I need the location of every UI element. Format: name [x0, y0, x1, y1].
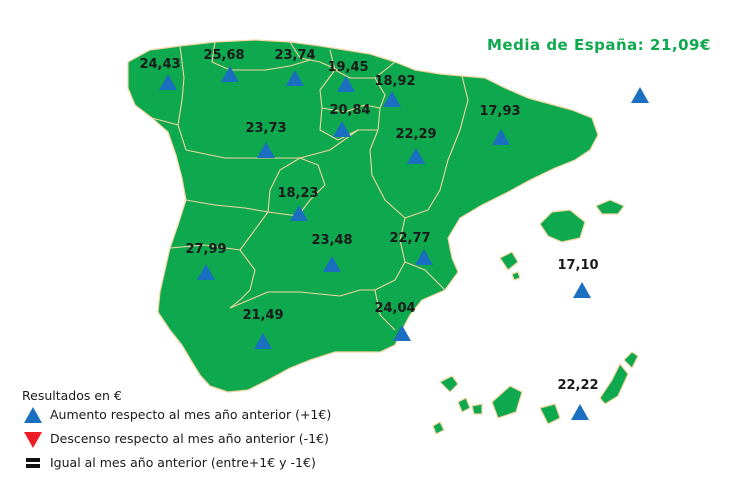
legend-label: Descenso respecto al mes año anterior (-… — [50, 431, 329, 446]
region-value: 22,29 — [395, 127, 437, 142]
triangle-up-icon — [333, 121, 351, 137]
triangle-up-icon — [383, 91, 401, 107]
region-value: 18,23 — [277, 186, 319, 201]
region-value: 20,84 — [329, 103, 371, 118]
triangle-up-icon — [337, 76, 355, 92]
triangle-up-icon — [571, 404, 589, 420]
triangle-up-icon — [257, 142, 275, 158]
canary-islands — [432, 351, 639, 435]
legend-item-decrease: Descenso respecto al mes año anterior (-… — [22, 429, 329, 453]
equal-icon — [26, 458, 40, 468]
legend-title: Resultados en € — [22, 388, 122, 403]
triangle-down-icon — [24, 432, 42, 448]
region-value: 17,10 — [557, 258, 599, 273]
region-value: 24,43 — [139, 57, 181, 72]
region-value: 27,99 — [185, 242, 227, 257]
triangle-up-icon — [24, 407, 42, 423]
triangle-up-icon — [197, 264, 215, 280]
legend-label: Igual al mes año anterior (entre+1€ y -1… — [50, 455, 316, 470]
legend-item-increase: Aumento respecto al mes año anterior (+1… — [22, 405, 331, 429]
legend-label: Aumento respecto al mes año anterior (+1… — [50, 407, 332, 422]
triangle-up-icon — [415, 249, 433, 265]
region-value: 18,92 — [374, 74, 416, 89]
legend: Resultados en € Aumento respecto al mes … — [22, 388, 331, 477]
triangle-up-icon — [393, 325, 411, 341]
triangle-up-icon — [221, 66, 239, 82]
triangle-up-icon — [323, 256, 341, 272]
triangle-up-icon — [286, 70, 304, 86]
region-value: 17,93 — [479, 104, 521, 119]
triangle-up-icon — [290, 205, 308, 221]
region-borders — [151, 41, 469, 331]
region-value: 23,48 — [311, 233, 353, 248]
triangle-up-icon — [492, 129, 510, 145]
region-value: 23,74 — [274, 48, 316, 63]
region-value: 22,22 — [557, 378, 599, 393]
balearic-islands — [499, 199, 625, 281]
legend-item-equal: Igual al mes año anterior (entre+1€ y -1… — [22, 453, 316, 477]
triangle-up-icon — [254, 333, 272, 349]
region-value: 19,45 — [327, 60, 369, 75]
triangle-up-icon — [159, 74, 177, 90]
triangle-up-icon — [631, 87, 649, 103]
region-value: 22,77 — [389, 231, 431, 246]
region-value: 24,04 — [374, 301, 416, 316]
region-value: 23,73 — [245, 121, 287, 136]
mainland-spain — [127, 39, 599, 393]
region-value: 25,68 — [203, 48, 245, 63]
region-value: 21,49 — [242, 308, 284, 323]
triangle-up-icon — [573, 282, 591, 298]
triangle-up-icon — [407, 148, 425, 164]
spain-average-title: Media de España: 21,09€ — [487, 36, 711, 54]
